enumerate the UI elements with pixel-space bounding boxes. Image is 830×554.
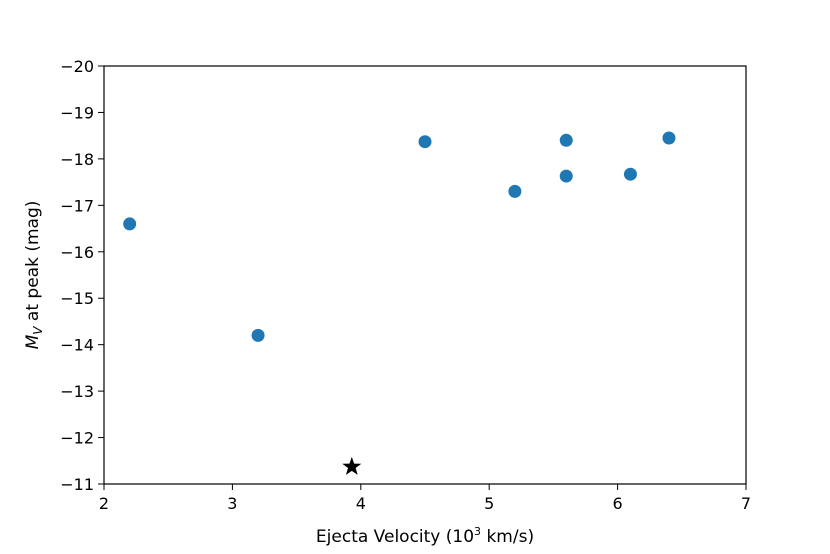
y-tick-label: −20 [60,57,94,76]
scatter-point [559,133,573,147]
x-tick-label: 7 [741,494,751,513]
y-tick-label: −11 [60,475,94,494]
x-tick-label: 2 [99,494,109,513]
scatter-point [559,169,573,183]
x-tick-label: 4 [356,494,366,513]
scatter-point [662,131,676,145]
points-layer [123,131,676,475]
y-tick-label: −18 [60,150,94,169]
y-tick-label: −16 [60,243,94,262]
y-tick-label: −15 [60,289,94,308]
y-axis-label-symbol: M [23,334,43,349]
plot-frame [103,65,747,485]
y-tick-label: −12 [60,429,94,448]
scatter-point [623,167,637,181]
y-tick-label: −13 [60,382,94,401]
x-tick-label: 3 [227,494,237,513]
star-data-point [342,456,362,475]
y-tick-label: −14 [60,336,94,355]
x-tick-label: 6 [613,494,623,513]
y-axis-label: MV at peak (mag) [23,201,45,350]
x-axis-label-suffix: km/s) [481,527,534,547]
scatter-point [508,184,522,198]
x-tick-label: 5 [484,494,494,513]
y-tick-label: −17 [60,196,94,215]
scatter-point [418,135,432,149]
x-axis-label-text: Ejecta Velocity (10 [316,527,474,547]
y-tick-label: −19 [60,103,94,122]
x-axis-label: Ejecta Velocity (103 km/s) [316,525,534,547]
x-axis-label-sup: 3 [474,525,481,538]
y-axis-label-text: at peak (mag) [23,201,43,327]
scatter-point [123,217,137,231]
scatter-point [251,328,265,342]
y-axis-label-subscript: V [31,326,45,335]
ticks-layer: 2 3 4 5 6 7 −11 −12 −13 −14 −15 −16 −17 −18 −19 −20 [60,57,751,513]
